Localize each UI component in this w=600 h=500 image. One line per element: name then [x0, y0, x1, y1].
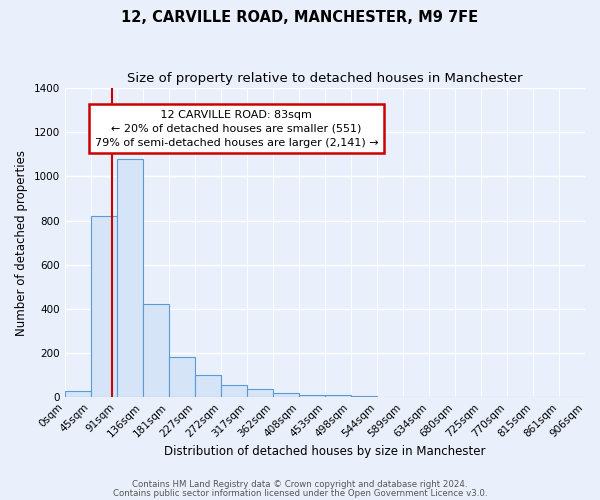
Bar: [350, 396, 377, 397]
Bar: [91, 216, 117, 397]
Text: Contains public sector information licensed under the Open Government Licence v3: Contains public sector information licen…: [113, 489, 487, 498]
Bar: [272, 394, 299, 397]
Bar: [299, 394, 325, 397]
Bar: [221, 385, 247, 397]
Bar: [325, 396, 350, 397]
Bar: [247, 389, 272, 397]
Y-axis label: Number of detached properties: Number of detached properties: [15, 150, 28, 336]
Bar: [195, 375, 221, 397]
Bar: [65, 390, 91, 397]
Text: 12 CARVILLE ROAD: 83sqm 
← 20% of detached houses are smaller (551)
79% of semi-: 12 CARVILLE ROAD: 83sqm ← 20% of detache…: [95, 110, 378, 148]
Bar: [169, 358, 195, 397]
Text: Contains HM Land Registry data © Crown copyright and database right 2024.: Contains HM Land Registry data © Crown c…: [132, 480, 468, 489]
Title: Size of property relative to detached houses in Manchester: Size of property relative to detached ho…: [127, 72, 523, 86]
Bar: [117, 158, 143, 397]
X-axis label: Distribution of detached houses by size in Manchester: Distribution of detached houses by size …: [164, 444, 485, 458]
Bar: [143, 304, 169, 397]
Text: 12, CARVILLE ROAD, MANCHESTER, M9 7FE: 12, CARVILLE ROAD, MANCHESTER, M9 7FE: [121, 10, 479, 25]
